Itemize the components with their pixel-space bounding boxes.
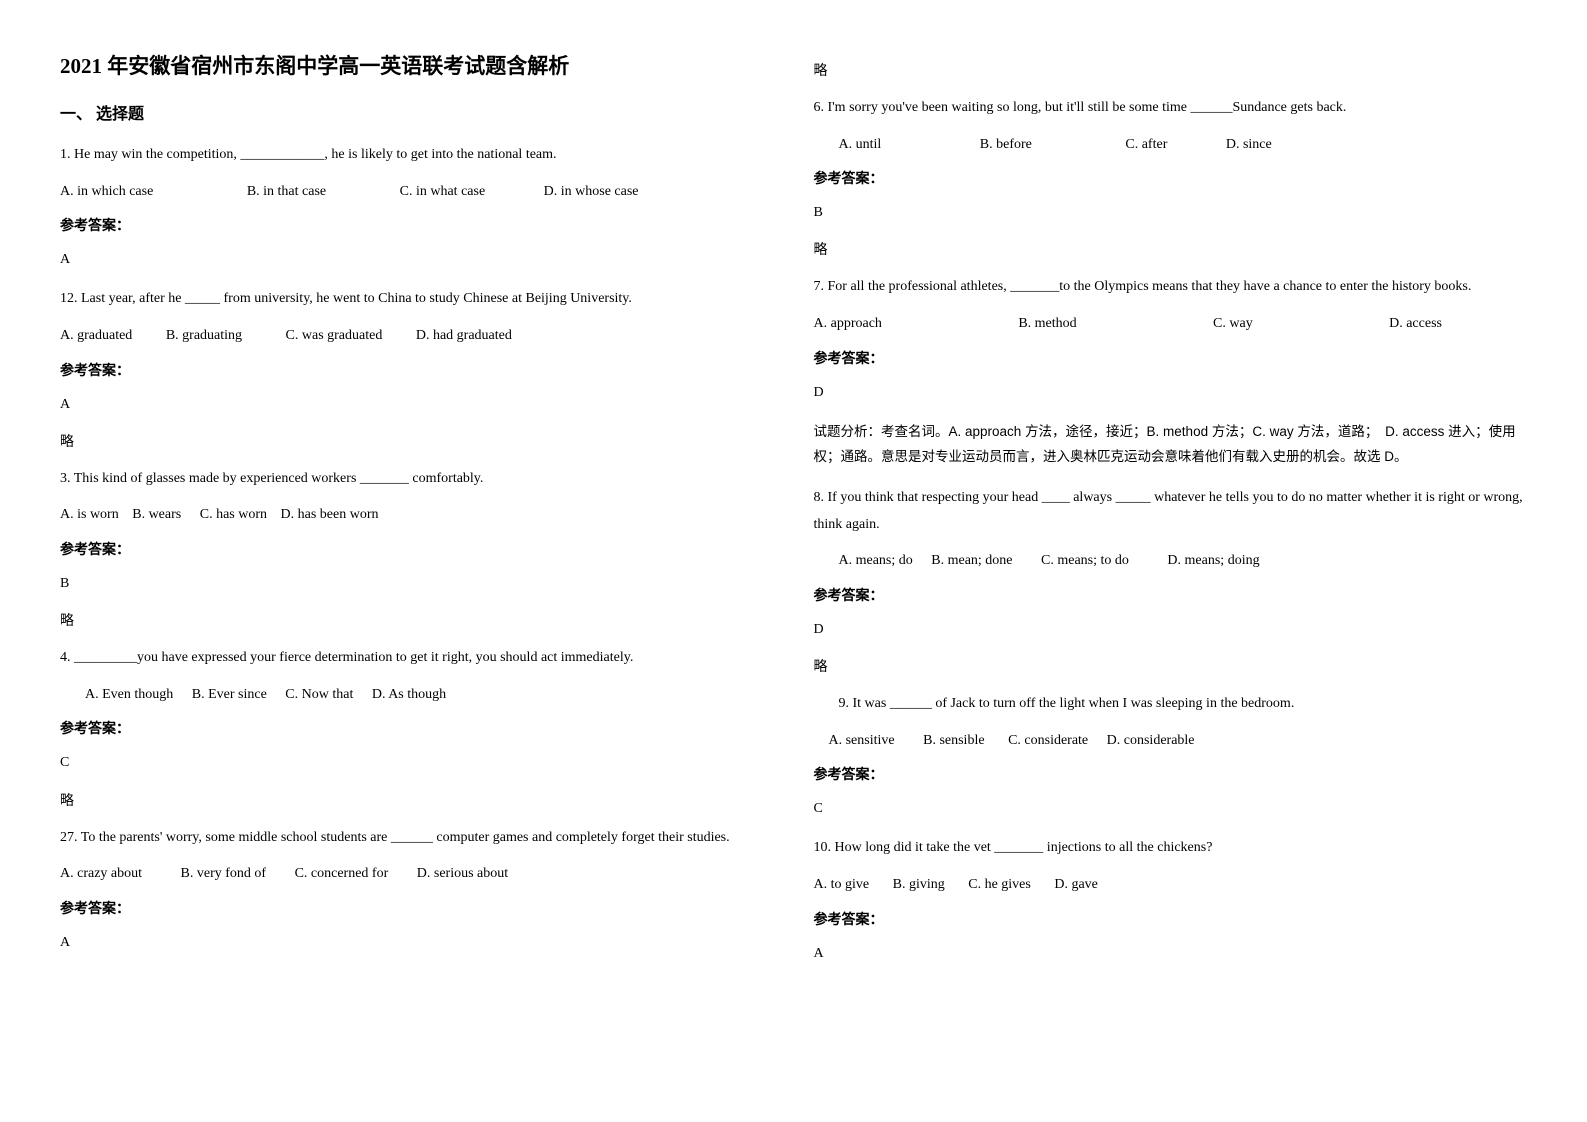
q9-answer: C	[814, 796, 1528, 821]
right-column: 略 6. I'm sorry you've been waiting so lo…	[794, 0, 1587, 1122]
q7-opt-c: C. way	[1213, 311, 1253, 338]
q6-answer: B	[814, 200, 1528, 225]
q4-answer: C	[60, 750, 754, 775]
question-9-options: A. sensitive B. sensible C. considerate …	[814, 728, 1528, 755]
q7-analysis: 试题分析：考查名词。A. approach 方法，途径，接近；B. method…	[814, 419, 1528, 470]
q8-opt-d: D. means; doing	[1167, 548, 1259, 575]
q5-opt-b: B. very fond of	[181, 861, 267, 888]
question-7-options: A. approach B. method C. way D. access	[814, 311, 1528, 338]
q4-opt-a: A. Even though	[85, 682, 173, 709]
q9-answer-label: 参考答案：	[814, 764, 1528, 784]
q8-answer-label: 参考答案：	[814, 585, 1528, 605]
q2-opt-d: D. had graduated	[416, 323, 512, 350]
q2-opt-b: B. graduating	[166, 323, 242, 350]
q3-opt-d: D. has been worn	[281, 502, 379, 529]
q7-opt-b: B. method	[1018, 311, 1076, 338]
q4-opt-c: C. Now that	[285, 682, 353, 709]
q3-brief: 略	[60, 610, 754, 630]
q2-answer-label: 参考答案：	[60, 360, 754, 380]
q8-opt-a: A. means; do	[839, 548, 913, 575]
q10-opt-c: C. he gives	[968, 872, 1031, 899]
question-1-options: A. in which case B. in that case C. in w…	[60, 179, 754, 206]
left-column: 2021 年安徽省宿州市东阁中学高一英语联考试题含解析 一、 选择题 1. He…	[0, 0, 794, 1122]
question-6-options: A. until B. before C. after D. since	[814, 132, 1528, 159]
q10-opt-b: B. giving	[893, 872, 945, 899]
q6-answer-label: 参考答案：	[814, 168, 1528, 188]
q3-answer-label: 参考答案：	[60, 539, 754, 559]
q7-answer: D	[814, 380, 1528, 405]
q1-opt-a: A. in which case	[60, 179, 153, 206]
q3-opt-c: C. has worn	[200, 502, 267, 529]
question-1: 1. He may win the competition, _________…	[60, 142, 754, 169]
q1-opt-b: B. in that case	[247, 179, 326, 206]
q9-opt-c: C. considerate	[1008, 728, 1088, 755]
q3-opt-b: B. wears	[132, 502, 181, 529]
q2-brief: 略	[60, 431, 754, 451]
q7-opt-a: A. approach	[814, 311, 882, 338]
q7-answer-label: 参考答案：	[814, 348, 1528, 368]
question-5-options: A. crazy about B. very fond of C. concer…	[60, 861, 754, 888]
q8-opt-c: C. means; to do	[1041, 548, 1129, 575]
question-5: 27. To the parents' worry, some middle s…	[60, 825, 754, 852]
q6-opt-a: A. until	[839, 132, 882, 159]
q9-opt-a: A. sensitive	[829, 728, 895, 755]
q5-answer-label: 参考答案：	[60, 898, 754, 918]
q2-opt-a: A. graduated	[60, 323, 132, 350]
q8-answer: D	[814, 617, 1528, 642]
q2-opt-c: C. was graduated	[286, 323, 383, 350]
q3-answer: B	[60, 571, 754, 596]
q7-opt-d: D. access	[1389, 311, 1442, 338]
q9-opt-b: B. sensible	[923, 728, 984, 755]
q3-opt-a: A. is worn	[60, 502, 119, 529]
question-2: 12. Last year, after he _____ from unive…	[60, 286, 754, 313]
question-8: 8. If you think that respecting your hea…	[814, 485, 1528, 538]
q2-answer: A	[60, 392, 754, 417]
q6-opt-d: D. since	[1226, 132, 1272, 159]
q5-brief: 略	[814, 60, 1528, 80]
question-10-options: A. to give B. giving C. he gives D. gave	[814, 872, 1528, 899]
q6-brief: 略	[814, 239, 1528, 259]
q10-answer-label: 参考答案：	[814, 909, 1528, 929]
question-2-options: A. graduated B. graduating C. was gradua…	[60, 323, 754, 350]
question-3: 3. This kind of glasses made by experien…	[60, 466, 754, 493]
q10-answer: A	[814, 941, 1528, 966]
q4-answer-label: 参考答案：	[60, 718, 754, 738]
question-10: 10. How long did it take the vet _______…	[814, 835, 1528, 862]
q5-opt-d: D. serious about	[417, 861, 508, 888]
q5-opt-a: A. crazy about	[60, 861, 142, 888]
q4-opt-b: B. Ever since	[192, 682, 267, 709]
q5-opt-c: C. concerned for	[295, 861, 389, 888]
page-title: 2021 年安徽省宿州市东阁中学高一英语联考试题含解析	[60, 50, 754, 80]
q4-brief: 略	[60, 790, 754, 810]
q10-opt-a: A. to give	[814, 872, 870, 899]
q1-opt-c: C. in what case	[400, 179, 486, 206]
q1-opt-d: D. in whose case	[544, 179, 639, 206]
q5-answer: A	[60, 930, 754, 955]
question-6: 6. I'm sorry you've been waiting so long…	[814, 95, 1528, 122]
question-4-options: A. Even though B. Ever since C. Now that…	[60, 682, 754, 709]
question-8-options: A. means; do B. mean; done C. means; to …	[814, 548, 1528, 575]
question-7: 7. For all the professional athletes, __…	[814, 274, 1528, 301]
q8-brief: 略	[814, 656, 1528, 676]
question-9: 9. It was ______ of Jack to turn off the…	[814, 691, 1528, 718]
q10-opt-d: D. gave	[1054, 872, 1098, 899]
q8-opt-b: B. mean; done	[931, 548, 1012, 575]
q9-opt-d: D. considerable	[1107, 728, 1195, 755]
q1-answer-label: 参考答案：	[60, 215, 754, 235]
question-4: 4. _________you have expressed your fier…	[60, 645, 754, 672]
q6-opt-b: B. before	[980, 132, 1032, 159]
section-header: 一、 选择题	[60, 100, 754, 124]
q6-opt-c: C. after	[1125, 132, 1167, 159]
question-3-options: A. is worn B. wears C. has worn D. has b…	[60, 502, 754, 529]
q1-answer: A	[60, 247, 754, 272]
q4-opt-d: D. As though	[372, 682, 446, 709]
